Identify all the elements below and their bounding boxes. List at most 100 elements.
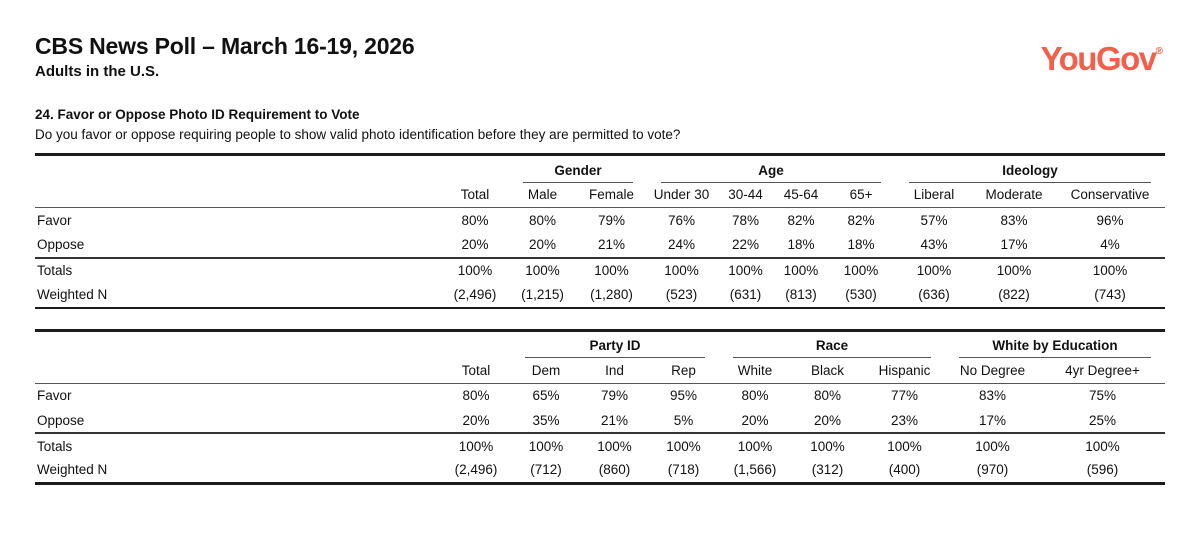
cell: (743)	[1094, 287, 1126, 302]
cell: (712)	[530, 462, 562, 478]
col-header: Female	[576, 182, 648, 208]
col-header: Moderate	[973, 182, 1056, 208]
group-header-label: Party ID	[525, 338, 705, 358]
table-row: Weighted N (2,496) (712) (860) (718) (1,566) (…	[35, 458, 1165, 483]
cell: (312)	[811, 462, 844, 478]
row-label: Oppose	[37, 412, 85, 428]
cell: 22%	[732, 237, 760, 252]
col-header: 65+	[827, 182, 896, 208]
registered-trademark-icon: ®	[1155, 46, 1163, 57]
table-row: Totals 100% 100% 100% 100% 100% 100% 100% 100% 10…	[35, 258, 1165, 283]
group-header-spacer	[35, 330, 511, 358]
cell: 80%	[813, 388, 842, 404]
cell: (596)	[1086, 462, 1119, 478]
cell: 82%	[787, 212, 815, 228]
cell: 100%	[975, 438, 1010, 454]
cell: 25%	[1088, 412, 1117, 428]
cell: 20%	[741, 412, 769, 428]
group-header-spacer	[35, 155, 509, 183]
question-block: 24. Favor or Oppose Photo ID Requirement…	[35, 107, 1165, 142]
cell: 17%	[1000, 237, 1028, 252]
group-header-label: Race	[733, 338, 931, 358]
cell: 17%	[978, 412, 1007, 428]
cell: 21%	[600, 412, 629, 428]
row-label-header	[35, 358, 441, 384]
cell: 20%	[813, 412, 842, 428]
table-row: Favor 80% 80% 79% 76% 78% 82% 82% 57% 83% 96%	[35, 208, 1165, 233]
cell: 100%	[1085, 438, 1120, 454]
cell: 21%	[597, 237, 626, 252]
yougov-logo-text: YouGov	[1040, 40, 1158, 77]
col-header: Dem	[511, 358, 581, 384]
table-row: Oppose 20% 35% 21% 5% 20% 20% 23% 17% 25%	[35, 408, 1165, 433]
page-subtitle: Adults in the U.S.	[35, 63, 160, 80]
group-header-label: Gender	[523, 163, 634, 183]
col-header: 45-64	[775, 182, 828, 208]
col-header: Ind	[581, 358, 648, 384]
cell: 100%	[783, 263, 819, 278]
table-row: Favor 80% 65% 79% 95% 80% 80% 77% 83% 75%	[35, 383, 1165, 408]
yougov-logo: YouGov®	[1041, 40, 1163, 78]
row-label: Favor	[37, 212, 72, 228]
cell: 100%	[666, 438, 701, 454]
group-header-label: White by Education	[959, 338, 1152, 358]
row-label: Weighted N	[37, 462, 108, 478]
cell: 96%	[1096, 212, 1124, 228]
cell: (860)	[598, 462, 631, 478]
group-header: Ideology	[895, 155, 1165, 183]
cell: (523)	[665, 287, 698, 302]
cell: 23%	[890, 412, 919, 428]
cell: 83%	[978, 388, 1007, 404]
cell: 100%	[810, 438, 845, 454]
cell: 80%	[461, 212, 489, 228]
cell: 80%	[462, 388, 490, 404]
crosstab-party-race-education: Party ID Race White by Education Total Dem In…	[35, 328, 1166, 485]
cell: 20%	[462, 412, 490, 428]
cell: 100%	[737, 438, 773, 454]
cell: 100%	[528, 438, 564, 454]
cell: 77%	[890, 388, 919, 404]
cell: (970)	[976, 462, 1009, 478]
cell: (636)	[918, 287, 950, 302]
cell: (631)	[729, 287, 762, 302]
col-header: Under 30	[647, 182, 717, 208]
crosstab-gender-age-ideology: Gender Age Ideology Total Male Female Under 30…	[35, 153, 1166, 309]
cell: 24%	[668, 237, 696, 252]
row-label: Favor	[37, 388, 72, 404]
cell: 79%	[597, 212, 626, 228]
cell: 57%	[920, 212, 948, 228]
cell: (813)	[785, 287, 817, 302]
cell: (1,566)	[733, 462, 777, 478]
cell: 95%	[669, 388, 698, 404]
cell: 78%	[732, 212, 760, 228]
group-header: Age	[647, 155, 895, 183]
col-header: White	[719, 358, 791, 384]
cell: 80%	[741, 388, 769, 404]
cell: 83%	[1000, 212, 1028, 228]
col-header: Hispanic	[864, 358, 945, 384]
col-header: No Degree	[945, 358, 1040, 384]
crosstab-tables: Gender Age Ideology Total Male Female Under 30…	[35, 153, 1166, 485]
cell: 80%	[528, 212, 557, 228]
cell: 100%	[597, 438, 632, 454]
cell: (1,215)	[521, 287, 564, 302]
group-header-label: Ideology	[909, 163, 1152, 183]
cell: (718)	[667, 462, 700, 478]
page-title: CBS News Poll – March 16-19, 2026	[35, 33, 415, 59]
cell: (2,496)	[454, 462, 498, 478]
cell: 100%	[887, 438, 922, 454]
cell: 100%	[1092, 263, 1128, 278]
question-text: Do you favor or oppose requiring people …	[35, 127, 681, 142]
row-label: Weighted N	[37, 287, 108, 302]
poll-header: CBS News Poll – March 16-19, 2026 Adults…	[35, 0, 1165, 80]
cell: 5%	[673, 412, 694, 428]
col-header: Black	[791, 358, 864, 384]
cell: 100%	[664, 263, 699, 278]
col-header: Liberal	[895, 182, 974, 208]
group-header: Party ID	[511, 330, 719, 358]
col-header: Rep	[648, 358, 719, 384]
cell: 100%	[916, 263, 952, 278]
cell: 35%	[532, 412, 560, 428]
cell: (822)	[998, 287, 1030, 302]
table-row: Weighted N (2,496) (1,215) (1,280) (523) (631…	[35, 283, 1165, 308]
